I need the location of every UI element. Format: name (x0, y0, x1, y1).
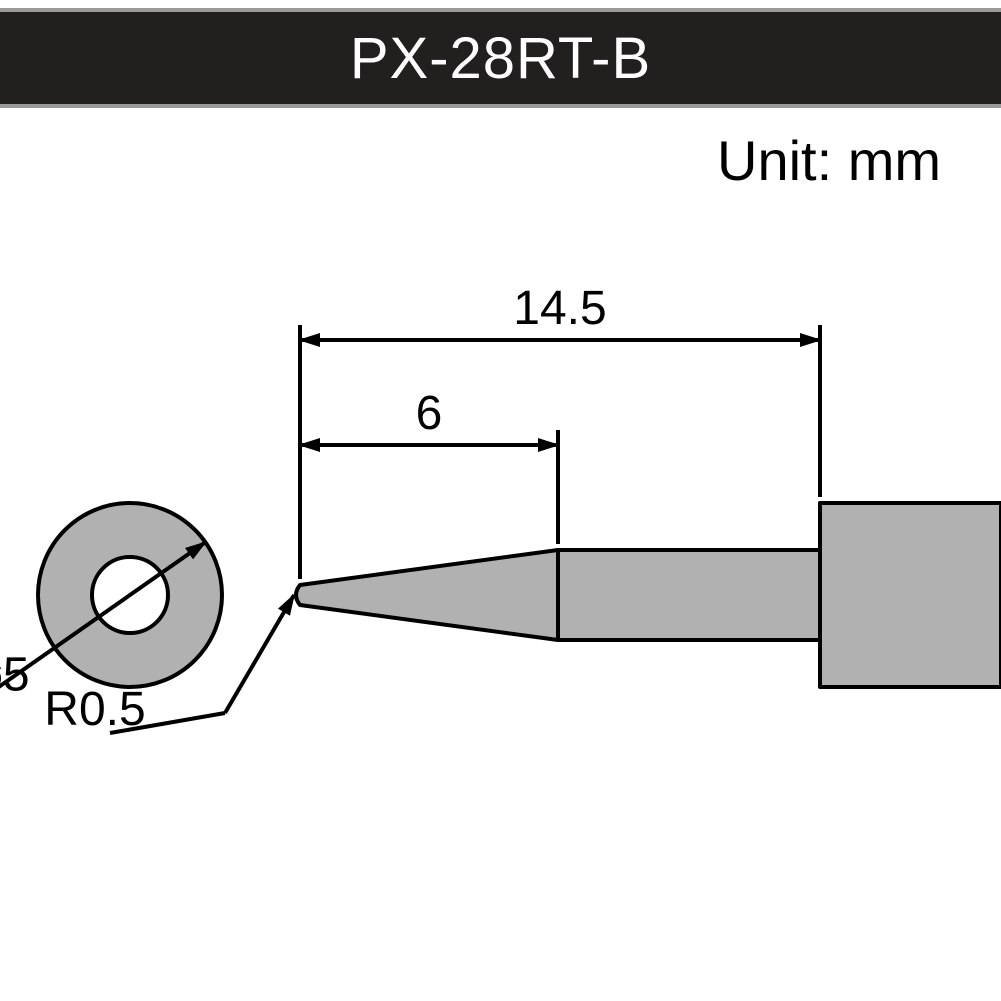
technical-diagram: ⌀5 R0.5 14.5 6 (0, 260, 1001, 780)
dim-label-0: 14.5 (513, 282, 606, 335)
radius-label: R0.5 (44, 683, 145, 736)
dim-label-1: 6 (416, 387, 443, 440)
diagram-container: ⌀5 R0.5 14.5 6 (0, 260, 1001, 780)
title-text: PX-28RT-B (350, 25, 651, 92)
title-banner: PX-28RT-B (0, 8, 1001, 108)
radius-leader (225, 595, 294, 713)
side-view-body (296, 503, 1001, 687)
unit-label: Unit: mm (717, 128, 941, 193)
diameter-label: ⌀5 (0, 648, 30, 701)
